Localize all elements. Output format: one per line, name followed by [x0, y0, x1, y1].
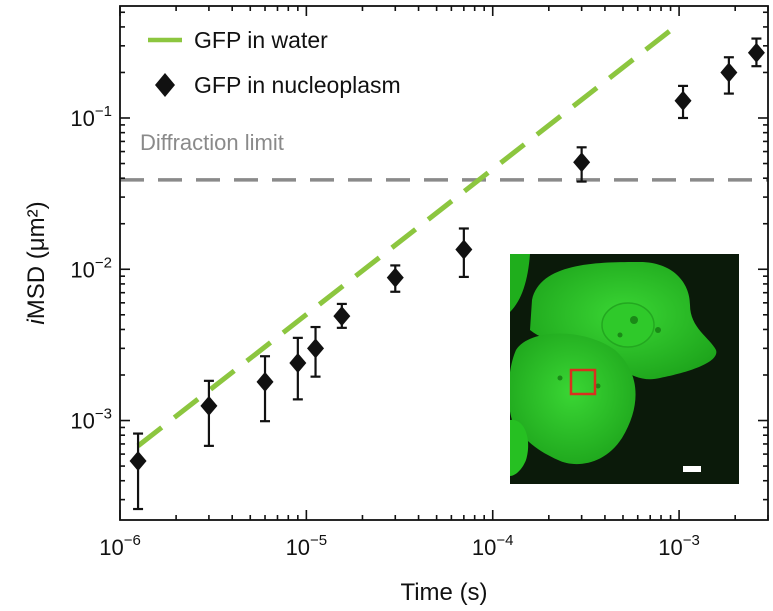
legend-label-nucleoplasm: GFP in nucleoplasm [194, 72, 401, 98]
x-tick-label: 10−3 [658, 532, 700, 560]
tick-label-base: 10 [99, 535, 123, 560]
data-point-diamond [573, 152, 591, 173]
legend: GFP in water GFP in nucleoplasm [148, 27, 401, 98]
tick-label-layer: 10−6 10−5 10−4 10−310−310−210−1 [70, 103, 699, 560]
data-point-diamond [674, 90, 692, 111]
data-point-diamond [747, 42, 765, 63]
data-point-diamond [129, 451, 147, 472]
data-point-diamond [386, 267, 404, 288]
inset-cell-left [510, 254, 530, 312]
inset-scale-bar [683, 466, 701, 472]
tick-layer [119, 6, 769, 520]
tick-label-exponent: −3 [683, 532, 700, 549]
x-tick-label: 10−6 [99, 532, 141, 560]
series-line-layer [136, 24, 677, 448]
legend-label-water: GFP in water [194, 27, 328, 53]
y-tick-label: 10−3 [70, 406, 112, 434]
inset-micrograph [510, 254, 739, 484]
data-point-diamond [455, 239, 473, 260]
inset-nucleolus [617, 332, 623, 338]
tick-label-exponent: −1 [95, 103, 112, 120]
data-point-diamond [256, 371, 274, 392]
tick-label-base: 10 [70, 409, 94, 434]
x-axis-title: Time (s) [400, 579, 487, 606]
inset-cell-lower [510, 333, 636, 465]
y-axis-title-rest: MSD (μm²) [23, 201, 50, 319]
tick-label-base: 10 [286, 535, 310, 560]
marker-layer [129, 42, 765, 472]
plot-frame [119, 5, 769, 521]
y-tick-label: 10−1 [70, 103, 112, 131]
tick-label-base: 10 [658, 535, 682, 560]
series-line-gfp-water [136, 24, 677, 448]
tick-label-exponent: −2 [95, 254, 112, 271]
y-axis-title: iMSD (μm²) [23, 201, 50, 324]
tick-label-exponent: −5 [310, 532, 327, 549]
tick-label-exponent: −6 [124, 532, 141, 549]
legend-diamond-marker [155, 73, 175, 97]
tick-label-base: 10 [70, 106, 94, 131]
tick-label-base: 10 [70, 257, 94, 282]
data-point-diamond [289, 353, 307, 374]
inset-nucleolus [595, 383, 601, 389]
tick-label-exponent: −4 [496, 532, 513, 549]
tick-label-exponent: −3 [95, 406, 112, 423]
inset-cell-bottom-left [510, 419, 529, 476]
inset-nucleolus [557, 375, 563, 381]
inset-nucleolus [630, 316, 638, 324]
x-tick-label: 10−5 [286, 532, 328, 560]
inset-highlight-box [569, 368, 597, 396]
diffraction-limit-label: Diffraction limit [140, 130, 284, 155]
y-axis-title-italic: i [23, 319, 50, 325]
inset-nucleolus [655, 327, 661, 333]
x-tick-label: 10−4 [472, 532, 514, 560]
data-point-diamond [720, 62, 738, 83]
inset-nucleus [601, 302, 655, 348]
y-tick-label: 10−2 [70, 254, 112, 282]
tick-label-base: 10 [472, 535, 496, 560]
data-point-diamond [307, 338, 325, 359]
data-point-diamond [333, 306, 351, 327]
data-point-diamond [200, 395, 218, 416]
